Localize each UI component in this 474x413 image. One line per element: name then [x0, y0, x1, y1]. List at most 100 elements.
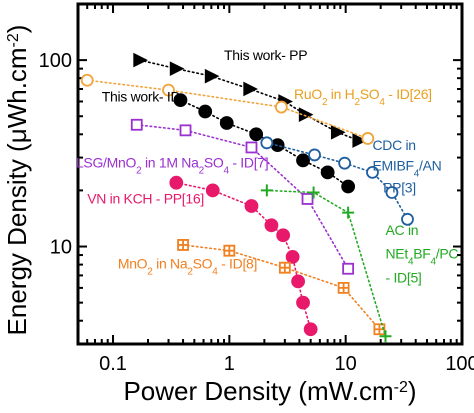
y-axis-title-main: Energy Density (μWh.cm: [2, 47, 32, 335]
data-point: [352, 133, 368, 148]
series-vn-in-kch-pp-16: [169, 175, 318, 337]
x-axis-title-end: ): [408, 376, 417, 406]
label-text: - ID[8]: [218, 256, 258, 272]
series-layer: [80, 52, 414, 343]
data-point: [298, 107, 314, 122]
data-point: [401, 212, 414, 226]
data-point: [204, 68, 220, 84]
label-text: - ID[5]: [386, 270, 422, 286]
data-point: [173, 93, 188, 108]
data-point: [205, 183, 220, 198]
series-this-work-id: [173, 93, 356, 194]
data-point: [274, 100, 288, 114]
label-text: AC in: [386, 222, 419, 238]
label-subscript: 4: [414, 168, 420, 179]
series-ac-in-net4bf4-pc-id-5: [260, 184, 392, 343]
series-label: This work- PP: [224, 47, 307, 63]
y-axis-title-sup: -2: [5, 33, 22, 47]
label-text: in 1M Na: [141, 155, 199, 171]
data-point: [169, 61, 185, 76]
label-text: SO: [193, 256, 213, 272]
series-line: [182, 244, 381, 331]
data-point: [260, 136, 274, 150]
label-text: VN in KCH - PP[16]: [87, 191, 204, 207]
data-point: [342, 262, 355, 275]
x-axis-title-main: Power Density (mW.cm: [123, 376, 393, 406]
plot-frame: [76, 2, 464, 346]
label-subscript: 2: [199, 165, 205, 176]
series-label: This work- ID: [102, 88, 181, 104]
y-axis-title: Energy Density (μWh.cm-2): [2, 25, 32, 336]
series-label: EMIBF4/AN: [372, 158, 441, 180]
label-text: /PC: [436, 246, 459, 262]
series-cdc-in-emibf4-an-pp-3: [260, 136, 414, 226]
label-subscript: 4: [212, 266, 218, 277]
data-point: [264, 218, 279, 233]
data-point: [291, 274, 306, 289]
label-text: - ID[26]: [385, 86, 432, 102]
series-label: - ID[5]: [386, 270, 422, 286]
y-tick-label: 10: [50, 237, 72, 259]
label-subscript: 2: [187, 266, 193, 277]
data-point: [177, 239, 189, 251]
data-point: [169, 175, 184, 190]
x-tick-label: 0.1: [99, 353, 127, 375]
data-point: [366, 165, 379, 179]
data-point: [130, 118, 143, 131]
series-this-work-pp: [133, 52, 368, 148]
series-labels: This work- PP This work- ID RuO2 in H2SO4 …: [76, 47, 459, 286]
data-point: [379, 330, 392, 343]
data-point: [307, 186, 320, 199]
label-text: This work- ID: [102, 88, 181, 104]
series-ruo2-in-h2so4-id-26: [80, 73, 375, 145]
data-point: [320, 165, 335, 180]
data-point: [337, 281, 350, 294]
x-tick-label: 10: [335, 353, 357, 375]
label-text: SO: [204, 155, 224, 171]
data-point: [276, 228, 291, 243]
data-point: [342, 206, 355, 219]
data-point: [338, 156, 352, 170]
series-label: VN in KCH - PP[16]: [87, 191, 204, 207]
label-text: BF: [413, 246, 430, 262]
axis-ticks: 0.1 1 10 100 10 100: [39, 3, 474, 375]
data-point: [133, 52, 148, 68]
data-point: [223, 244, 236, 257]
data-point: [296, 153, 310, 168]
label-text: This work- PP: [224, 47, 307, 63]
data-point: [243, 81, 258, 97]
series-label: AC in: [386, 222, 419, 238]
label-text: EMIBF: [372, 158, 413, 174]
data-point: [285, 249, 300, 264]
label-subscript: 4: [379, 96, 385, 107]
data-point: [245, 141, 258, 154]
label-text: SO: [360, 86, 380, 102]
data-point: [198, 104, 213, 119]
label-subscript: 4: [431, 256, 437, 267]
x-axis-title-sup: -2: [394, 379, 408, 396]
label-subscript: 4: [223, 165, 229, 176]
label-text: RuO: [294, 86, 322, 102]
data-point: [341, 179, 356, 194]
label-subscript: 4: [408, 256, 414, 267]
y-tick-label: 100: [39, 50, 72, 72]
series-line: [86, 79, 369, 140]
label-subscript: 2: [147, 266, 153, 277]
data-point: [296, 295, 310, 310]
series-label: CDC in: [372, 137, 415, 153]
series-label: LSG/MnO2 in 1M Na2SO4 - ID[7]: [76, 155, 268, 177]
label-subscript: 2: [322, 96, 328, 107]
data-point: [249, 127, 264, 142]
series-line: [266, 142, 409, 221]
data-point: [385, 186, 399, 199]
data-point: [278, 261, 291, 274]
series-label: RuO2 in H2SO4 - ID[26]: [294, 86, 432, 108]
y-axis-title-end: ): [2, 25, 32, 34]
label-text: CDC in: [372, 137, 415, 153]
label-text: LSG/MnO: [76, 155, 137, 171]
series-label: MnO2 in Na2SO4 - ID[8]: [118, 256, 257, 278]
series-label: PP[3]: [383, 179, 416, 195]
label-text: NEt: [386, 246, 409, 262]
series-line: [266, 189, 387, 338]
